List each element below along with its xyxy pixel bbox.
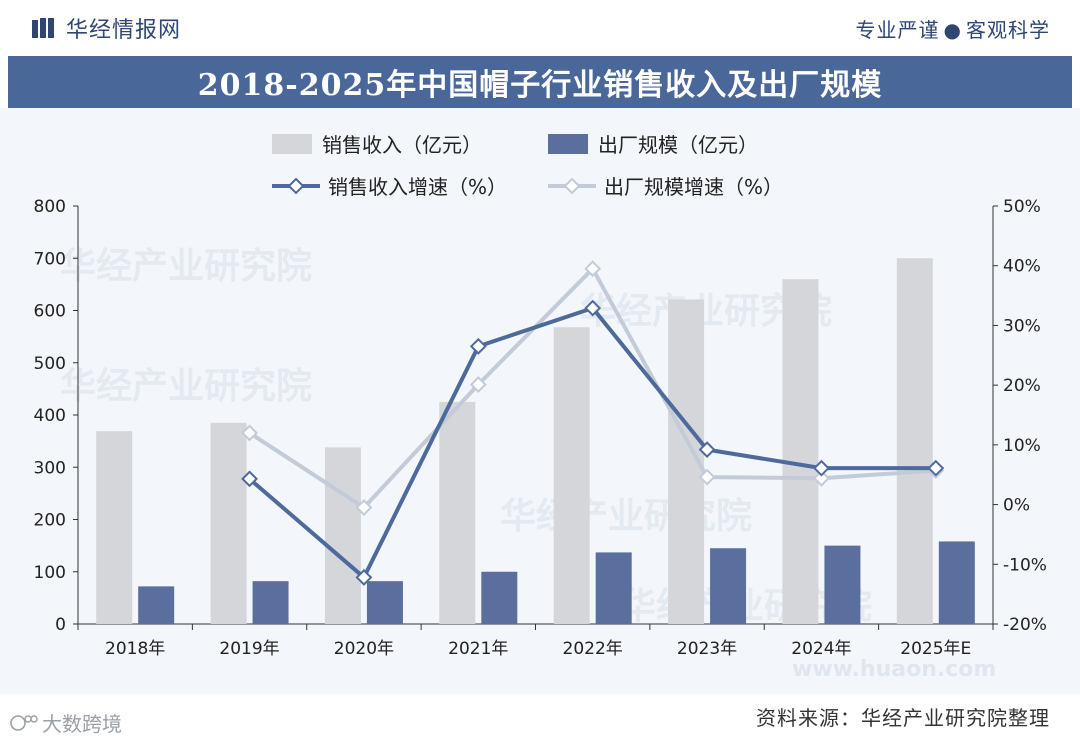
chart-svg: 华经产业研究院华经产业研究院华经产业研究院华经产业研究院华经产业研究院www.h… [34, 133, 1047, 682]
y-left-tick-label: 100 [34, 563, 66, 583]
y-right-tick-label: 0% [1003, 496, 1030, 516]
y-left-tick-label: 700 [34, 249, 66, 269]
chart-title: 2018-2025年中国帽子行业销售收入及出厂规模 [197, 68, 883, 103]
revenue-growth-point [469, 337, 487, 355]
footer-bar: 大数跨境 资料来源：华经产业研究院整理 [0, 694, 1080, 742]
legend-label: 出厂规模（亿元） [598, 133, 758, 157]
legend-label: 销售收入增速（%） [328, 175, 507, 199]
y-right-tick-label: -20% [1003, 615, 1047, 635]
stamp-icon [10, 714, 38, 731]
brand: 华经情报网 [30, 12, 181, 44]
slogan-left: 专业严谨 [855, 18, 940, 42]
revenue-growth-point [698, 441, 716, 459]
x-tick-label: 2024年 [791, 639, 851, 659]
x-tick-label: 2022年 [563, 639, 623, 659]
y-right-tick-label: 40% [1003, 257, 1041, 277]
source-note: 资料来源：华经产业研究院整理 [756, 706, 1050, 730]
output-bar [252, 581, 289, 624]
y-right-tick-label: 20% [1003, 376, 1041, 396]
y-right-tick-label: 30% [1003, 316, 1041, 336]
watermark-text: 华经产业研究院 [60, 366, 312, 407]
revenue-bar [96, 431, 133, 624]
output-bar [824, 545, 861, 624]
x-tick-label: 2018年 [105, 639, 165, 659]
watermark-text: 华经产业研究院 [500, 496, 752, 537]
legend-swatch [548, 134, 588, 154]
x-tick-label: 2021年 [448, 639, 508, 659]
output-growth-point [813, 469, 830, 487]
legend-marker [287, 177, 305, 195]
revenue-growth-point [355, 569, 373, 586]
brand-name: 华经情报网 [66, 18, 182, 43]
legend-swatch [272, 134, 312, 154]
y-left-tick-label: 500 [34, 354, 66, 374]
output-growth-point [355, 499, 373, 516]
y-right-tick-label: 10% [1003, 436, 1041, 456]
y-left-tick-label: 0 [55, 615, 66, 635]
revenue-bar [896, 258, 933, 624]
revenue-bar [210, 422, 247, 624]
title-bar: 2018-2025年中国帽子行业销售收入及出厂规模 [8, 56, 1072, 108]
legend-marker [563, 177, 581, 195]
header-bar: 华经情报网 专业严谨 ● 客观科学 [0, 0, 1080, 52]
revenue-growth-point [241, 470, 258, 488]
brand-logo-icon [32, 18, 54, 38]
revenue-bar [324, 447, 361, 624]
revenue-bar [439, 401, 476, 624]
stamp-text: 大数跨境 [42, 712, 122, 736]
output-growth-point [469, 376, 487, 393]
output-bar [710, 548, 747, 624]
slogan: 专业严谨 ● 客观科学 [856, 14, 1050, 43]
output-growth-point [241, 424, 258, 442]
output-bar [481, 571, 518, 624]
output-bar [138, 586, 175, 624]
x-tick-label: 2025年E [900, 639, 971, 659]
y-right-tick-label: 50% [1003, 197, 1041, 217]
x-tick-label: 2019年 [219, 639, 279, 659]
watermark-text: 华经产业研究院 [60, 246, 312, 287]
revenue-bar [782, 279, 819, 624]
slogan-dot: ● [943, 18, 962, 42]
watermark-url: www.huaon.com [792, 657, 996, 682]
output-bar [938, 541, 975, 624]
output-bar [366, 581, 403, 624]
output-growth-point [584, 260, 602, 278]
legend-label: 出厂规模增速（%） [604, 175, 783, 199]
y-right-tick-label: -10% [1003, 555, 1047, 575]
legend-label: 销售收入（亿元） [322, 133, 482, 157]
revenue-growth-point [813, 459, 830, 477]
y-left-tick-label: 400 [34, 406, 66, 426]
stamp: 大数跨境 [10, 708, 122, 737]
revenue-growth-point [927, 459, 945, 477]
y-left-tick-label: 300 [34, 458, 66, 478]
chart-area: 华经产业研究院华经产业研究院华经产业研究院华经产业研究院华经产业研究院www.h… [0, 108, 1080, 694]
y-left-tick-label: 600 [34, 302, 66, 322]
revenue-growth-point [584, 299, 602, 317]
output-bar [595, 552, 632, 624]
x-tick-label: 2020年 [334, 639, 394, 659]
x-tick-label: 2023年 [677, 639, 737, 659]
output-growth-point [698, 468, 716, 486]
y-left-tick-label: 200 [34, 511, 66, 531]
revenue-bar [553, 327, 590, 624]
y-left-tick-label: 800 [34, 197, 66, 217]
slogan-right: 客观科学 [966, 18, 1050, 42]
